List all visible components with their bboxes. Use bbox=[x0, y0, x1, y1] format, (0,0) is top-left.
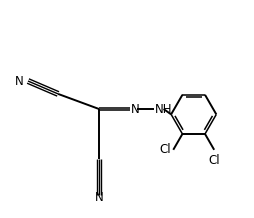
Text: N: N bbox=[95, 191, 103, 204]
Text: NH: NH bbox=[155, 102, 172, 116]
Text: Cl: Cl bbox=[160, 143, 171, 156]
Text: Cl: Cl bbox=[208, 154, 220, 167]
Text: N: N bbox=[131, 102, 140, 116]
Text: N: N bbox=[15, 75, 24, 87]
